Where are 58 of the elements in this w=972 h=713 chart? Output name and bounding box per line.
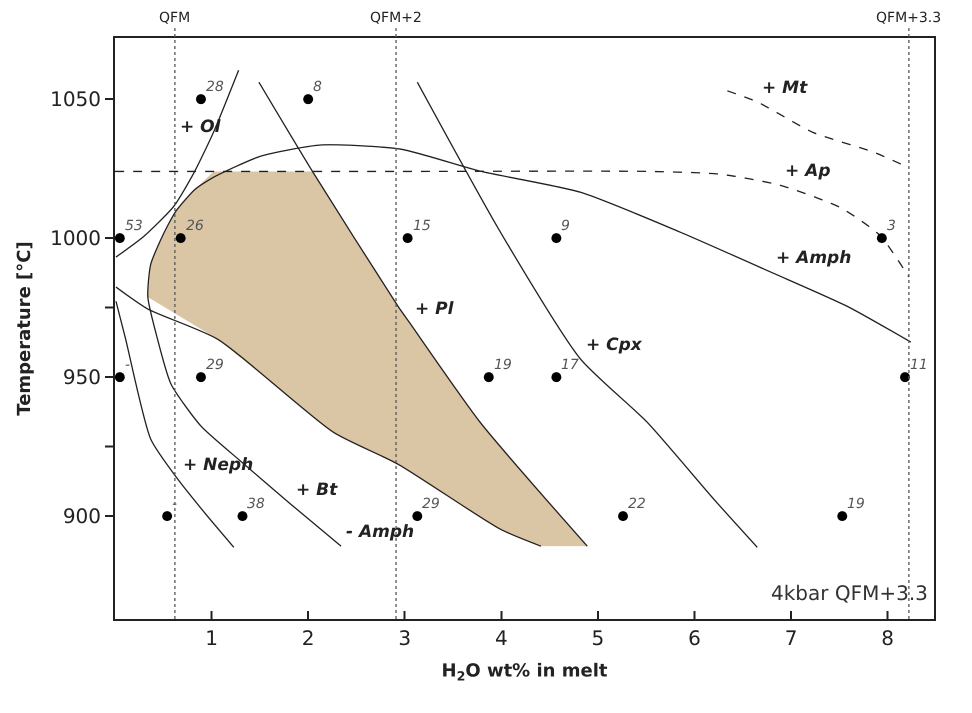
annotation: - bbox=[125, 357, 130, 373]
ref-line-label: QFM bbox=[159, 10, 190, 26]
annotation: 8 bbox=[313, 79, 322, 95]
point bbox=[303, 94, 314, 104]
annotation: + Pl bbox=[415, 299, 455, 319]
y-tick-label: 1050 bbox=[50, 87, 101, 112]
point bbox=[900, 372, 910, 382]
ref-line-label: QFM+3.3 bbox=[876, 10, 942, 26]
annotation: + Amph bbox=[776, 248, 852, 268]
x-tick-label: 5 bbox=[592, 626, 604, 650]
x-tick-label: 2 bbox=[302, 626, 315, 650]
annotation: 19 bbox=[494, 357, 512, 373]
point bbox=[114, 372, 125, 382]
y-tick-label: 950 bbox=[62, 365, 101, 390]
y-tick-label: 900 bbox=[62, 504, 101, 528]
annotation: 3 bbox=[887, 218, 896, 234]
point bbox=[618, 511, 628, 522]
x-tick-label: 7 bbox=[784, 626, 798, 650]
x-tick-label: 3 bbox=[398, 626, 412, 650]
annotation: 29 bbox=[206, 357, 224, 373]
annotation: 19 bbox=[847, 496, 865, 512]
point bbox=[176, 233, 186, 244]
annotation: 17 bbox=[561, 357, 579, 373]
point bbox=[237, 511, 248, 522]
annotation: + Cpx bbox=[586, 335, 643, 355]
annotation: 26 bbox=[186, 218, 204, 234]
annotation: 29 bbox=[422, 496, 440, 512]
point bbox=[162, 511, 172, 522]
point bbox=[551, 233, 562, 244]
annotation: 28 bbox=[206, 79, 224, 95]
annotation: 15 bbox=[413, 218, 431, 234]
annotation: 11 bbox=[910, 357, 928, 373]
annotation: 4kbar QFM+3.3 bbox=[771, 581, 928, 605]
y-axis-title: Temperature [°C] bbox=[14, 241, 35, 416]
annotation: + Ap bbox=[785, 161, 830, 181]
x-tick-label: 8 bbox=[881, 626, 894, 650]
point bbox=[402, 233, 413, 244]
annotation: + Bt bbox=[296, 480, 338, 500]
point bbox=[837, 511, 848, 522]
annotation: + Mt bbox=[762, 78, 808, 98]
x-tick-label: 4 bbox=[494, 626, 508, 650]
point bbox=[196, 372, 206, 382]
annotation: 38 bbox=[247, 496, 265, 512]
y-tick-label: 1000 bbox=[50, 226, 101, 250]
annotation: - Amph bbox=[346, 522, 414, 542]
point bbox=[196, 94, 206, 104]
point bbox=[114, 233, 125, 244]
point bbox=[876, 233, 887, 244]
x-axis-title: H$_{2}$O wt% in melt bbox=[442, 660, 608, 684]
ref-line-label: QFM+2 bbox=[370, 10, 422, 26]
point bbox=[484, 372, 494, 382]
annotation: 22 bbox=[628, 496, 646, 512]
annotation: 53 bbox=[125, 218, 143, 234]
point bbox=[551, 372, 562, 382]
x-tick-label: 6 bbox=[688, 626, 701, 650]
x-tick-label: 1 bbox=[205, 626, 218, 650]
annotation: 9 bbox=[561, 218, 570, 234]
point bbox=[412, 511, 422, 522]
